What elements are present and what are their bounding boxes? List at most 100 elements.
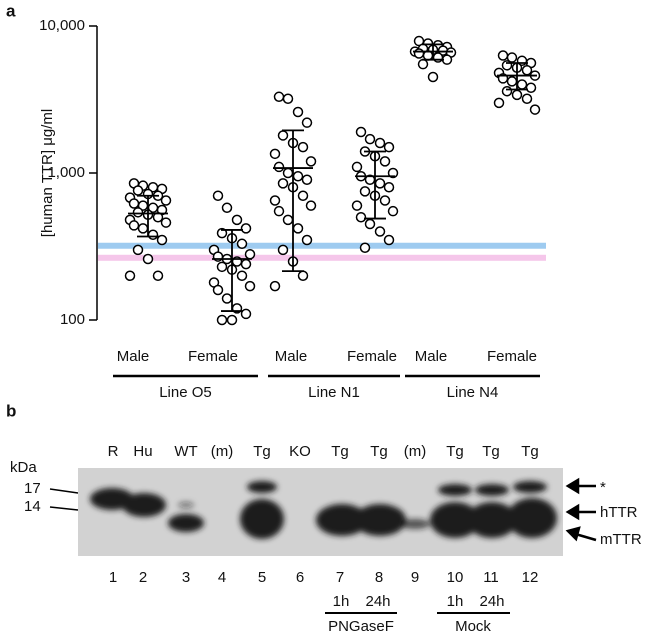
data-point <box>364 218 376 230</box>
data-point <box>413 48 425 59</box>
data-point <box>269 280 281 292</box>
data-point <box>506 52 518 63</box>
data-point <box>516 79 528 90</box>
band-label: * <box>600 479 606 496</box>
x-tick-label: Male <box>415 348 448 365</box>
data-point <box>351 200 363 211</box>
lane-number: 9 <box>411 569 419 586</box>
data-point <box>292 223 304 234</box>
data-point <box>525 82 537 94</box>
data-point <box>128 198 140 209</box>
data-point <box>273 161 285 173</box>
reference-band <box>98 242 546 249</box>
y-tick-label: 100 <box>60 311 85 328</box>
lane-header: KO <box>289 443 311 460</box>
group-label: Line N4 <box>447 384 499 401</box>
sd-bar <box>221 229 243 312</box>
data-point <box>297 190 309 202</box>
marker-tick <box>49 506 79 511</box>
lane-header: (m) <box>404 443 427 460</box>
data-point <box>427 71 439 83</box>
time-label: 24h <box>479 593 504 610</box>
data-point <box>160 195 172 206</box>
lane-header: Tg <box>331 443 349 460</box>
data-point <box>216 314 228 326</box>
data-point <box>269 195 281 206</box>
data-point <box>132 207 144 218</box>
data-point <box>273 91 285 103</box>
lane-number: 10 <box>447 569 464 586</box>
data-point <box>297 270 309 281</box>
data-point <box>374 137 386 149</box>
data-point <box>387 205 399 217</box>
arrows <box>565 477 597 542</box>
lane-number: 11 <box>483 569 499 586</box>
data-point <box>147 229 159 241</box>
data-point <box>212 190 224 202</box>
lane-number: 12 <box>522 569 539 586</box>
data-point <box>137 223 149 234</box>
data-point <box>128 220 140 231</box>
lane-number: 2 <box>139 569 147 586</box>
lane-header: Tg <box>521 443 539 460</box>
sd-bar <box>422 43 444 61</box>
data-point <box>221 202 233 214</box>
data-point <box>216 227 228 239</box>
data-point <box>277 178 289 189</box>
lane-header: R <box>108 443 119 460</box>
data-point <box>364 133 376 145</box>
data-point <box>432 52 444 63</box>
data-point <box>374 178 386 189</box>
data-point <box>132 185 144 196</box>
data-point <box>277 130 289 141</box>
band-label: hTTR <box>600 504 638 521</box>
data-point <box>152 270 164 281</box>
y-tick-label: 10,000 <box>39 17 85 34</box>
lane-header: (m) <box>211 443 234 460</box>
lane-number: 1 <box>109 569 117 586</box>
unit-label: kDa <box>10 459 37 476</box>
sd-bar <box>282 129 304 273</box>
data-point <box>355 126 367 138</box>
data-point <box>231 214 243 226</box>
y-tick-label: 1,000 <box>47 164 85 181</box>
marker-label: 14 <box>24 498 41 515</box>
data-point <box>417 58 429 70</box>
sd-bar <box>364 150 386 220</box>
data-point <box>497 50 509 61</box>
treatment-label: Mock <box>455 618 491 635</box>
data-point <box>355 212 367 223</box>
data-point <box>379 156 391 167</box>
lane-header: Hu <box>133 443 152 460</box>
data-point <box>301 174 313 185</box>
data-point <box>212 284 224 296</box>
data-point <box>387 167 399 179</box>
data-point <box>282 93 294 104</box>
x-tick-label: Female <box>188 348 238 365</box>
data-point <box>292 106 304 118</box>
data-point <box>297 141 309 153</box>
lane-number: 8 <box>375 569 383 586</box>
data-point <box>521 65 533 76</box>
data-point <box>282 167 294 179</box>
lane-number: 5 <box>258 569 266 586</box>
panel-label: a <box>6 1 16 20</box>
data-point <box>305 156 317 167</box>
lane-number: 4 <box>218 569 226 586</box>
data-point <box>282 214 294 226</box>
data-point <box>124 270 136 281</box>
y-axis-label: [human TTR] μg/ml <box>39 109 56 237</box>
data-point <box>493 97 505 109</box>
data-point <box>221 293 233 304</box>
data-point <box>383 141 395 153</box>
lane-number: 7 <box>336 569 344 586</box>
data-point <box>511 89 523 101</box>
data-point <box>226 314 238 326</box>
marker-label: 17 <box>24 480 41 497</box>
data-point <box>216 261 228 273</box>
data-point <box>501 85 513 97</box>
data-point <box>240 308 252 320</box>
data-point <box>244 249 256 260</box>
